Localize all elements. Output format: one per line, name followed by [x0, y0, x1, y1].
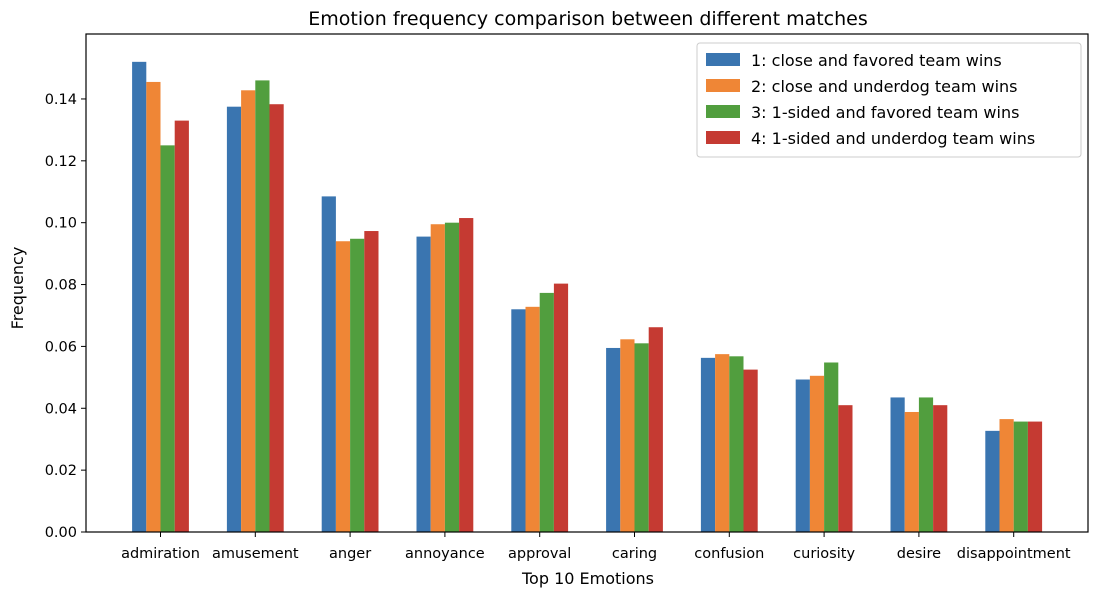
bar-series-2-curiosity	[809, 375, 825, 532]
bar-series-2-annoyance	[430, 224, 445, 533]
chart-title: Emotion frequency comparison between dif…	[308, 8, 868, 30]
x-tick-label-approval: approval	[508, 546, 571, 562]
bar-series-3-curiosity	[824, 362, 839, 532]
plot-frame	[85, 33, 1089, 533]
legend-label-1: 1: close and favored team wins	[751, 51, 1002, 70]
bar-series-2-amusement	[241, 90, 256, 532]
bar-series-1-caring	[606, 347, 621, 532]
x-tick-label-admiration: admiration	[121, 546, 200, 562]
bar-series-1-disappointment	[985, 430, 1000, 532]
x-tick-label-caring: caring	[612, 546, 657, 562]
bar-series-2-confusion	[715, 354, 730, 532]
y-tick-label: 0.04	[45, 401, 77, 417]
bar-series-2-desire	[904, 411, 919, 532]
legend-swatch-4	[706, 131, 740, 144]
bar-series-4-caring	[648, 327, 663, 532]
x-tick-label-curiosity: curiosity	[793, 546, 855, 562]
legend: 1: close and favored team wins 2: close a…	[696, 42, 1082, 158]
y-tick-label: 0.10	[45, 216, 77, 232]
bar-series-1-amusement	[226, 106, 242, 532]
legend-box	[696, 42, 1082, 158]
legend-label-4: 4: 1-sided and underdog team wins	[751, 129, 1035, 148]
bar-series-3-admiration	[160, 145, 175, 532]
bar-series-4-anger	[364, 231, 379, 532]
bar-series-1-annoyance	[416, 236, 431, 532]
plot-area: 0.00 0.02 0.04 0.06 0.08 0.10 0.12 0.14 admirati…	[45, 33, 1089, 562]
y-tick-label: 0.08	[45, 278, 77, 294]
bar-series-3-amusement	[255, 80, 270, 532]
x-axis-label: Top 10 Emotions	[521, 569, 654, 588]
bar-series-2-anger	[335, 241, 351, 532]
x-tick-label-amusement: amusement	[212, 546, 299, 562]
bar-series-4-annoyance	[459, 218, 474, 533]
bar-series-2-disappointment	[999, 419, 1014, 532]
bar-series-3-desire	[918, 397, 934, 532]
bar-series-4-admiration	[174, 120, 189, 532]
y-axis-label: Frequency	[8, 247, 27, 330]
x-tick-label-annoyance: annoyance	[405, 546, 485, 562]
bar-series-4-disappointment	[1027, 421, 1043, 532]
bar-series-4-confusion	[743, 369, 758, 532]
bar-series-3-caring	[634, 343, 649, 532]
bar-series-2-approval	[525, 306, 540, 532]
bar-series-1-admiration	[132, 61, 147, 533]
bar-series-1-desire	[890, 397, 905, 532]
y-tick-label: 0.12	[45, 154, 77, 170]
bar-series-3-approval	[539, 292, 554, 532]
y-tick-label: 0.02	[45, 463, 77, 479]
legend-swatch-1	[706, 53, 740, 66]
bar-series-3-disappointment	[1013, 421, 1028, 532]
bar-series-2-caring	[620, 339, 635, 532]
y-tick-label: 0.14	[45, 92, 77, 108]
bar-series-2-admiration	[146, 81, 161, 533]
bar-series-1-curiosity	[795, 379, 810, 532]
bar-series-3-confusion	[729, 356, 744, 532]
legend-swatch-3	[706, 105, 740, 118]
y-tick-label: 0.00	[45, 525, 77, 541]
bar-series-4-approval	[553, 283, 569, 532]
x-tick-label-disappointment: disappointment	[957, 546, 1071, 562]
bar-series-4-desire	[933, 405, 948, 532]
bar-series-3-anger	[350, 238, 365, 532]
bar-series-3-annoyance	[444, 222, 460, 532]
y-tick-label: 0.06	[45, 339, 77, 355]
bar-series-1-anger	[321, 196, 336, 533]
legend-label-2: 2: close and underdog team wins	[751, 77, 1018, 96]
bar-series-1-approval	[511, 309, 526, 532]
bar-series-4-amusement	[269, 104, 284, 532]
x-tick-label-anger: anger	[329, 546, 371, 562]
legend-label-3: 3: 1-sided and favored team wins	[751, 103, 1019, 122]
legend-swatch-2	[706, 79, 740, 92]
bar-series-1-confusion	[700, 357, 716, 532]
x-tick-label-confusion: confusion	[694, 546, 764, 562]
bar-series-4-curiosity	[838, 405, 853, 532]
x-tick-label-desire: desire	[897, 546, 941, 562]
